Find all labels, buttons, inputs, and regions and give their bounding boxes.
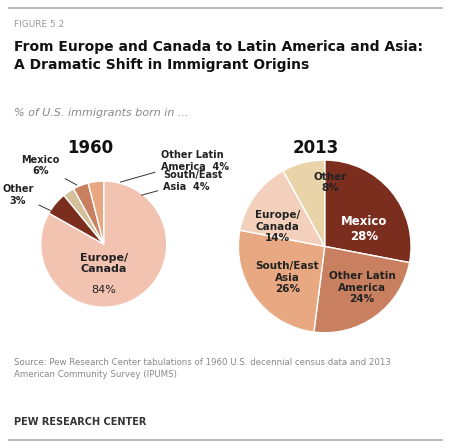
Text: South/East
Asia  4%: South/East Asia 4% [142,170,223,195]
Text: Other Latin
America
24%: Other Latin America 24% [329,271,396,304]
Wedge shape [314,246,410,333]
Text: Other Latin
America  4%: Other Latin America 4% [120,150,229,182]
Wedge shape [283,160,325,246]
Text: FIGURE 5.2: FIGURE 5.2 [14,20,64,29]
Wedge shape [41,181,167,307]
Wedge shape [325,160,411,263]
Wedge shape [49,195,104,244]
Text: Europe/
Canada
14%: Europe/ Canada 14% [255,210,300,243]
Text: Mexico
28%: Mexico 28% [341,215,387,243]
Text: Mexico
6%: Mexico 6% [22,155,77,185]
Text: 1960: 1960 [67,139,113,157]
Wedge shape [74,183,104,244]
Text: Source: Pew Research Center tabulations of 1960 U.S. decennial census data and 2: Source: Pew Research Center tabulations … [14,358,391,379]
Text: PEW RESEARCH CENTER: PEW RESEARCH CENTER [14,417,146,426]
Wedge shape [88,181,104,244]
Text: Europe/
Canada: Europe/ Canada [80,253,128,274]
Text: Other
8%: Other 8% [314,172,347,194]
Wedge shape [64,189,104,244]
Text: 84%: 84% [91,284,116,295]
Wedge shape [239,230,325,332]
Wedge shape [240,171,325,246]
Text: % of U.S. immigrants born in ...: % of U.S. immigrants born in ... [14,108,188,117]
Text: 2013: 2013 [293,139,339,157]
Text: From Europe and Canada to Latin America and Asia:
A Dramatic Shift in Immigrant : From Europe and Canada to Latin America … [14,40,423,72]
Text: South/East
Asia
26%: South/East Asia 26% [256,261,319,294]
Text: Other
3%: Other 3% [2,184,51,211]
